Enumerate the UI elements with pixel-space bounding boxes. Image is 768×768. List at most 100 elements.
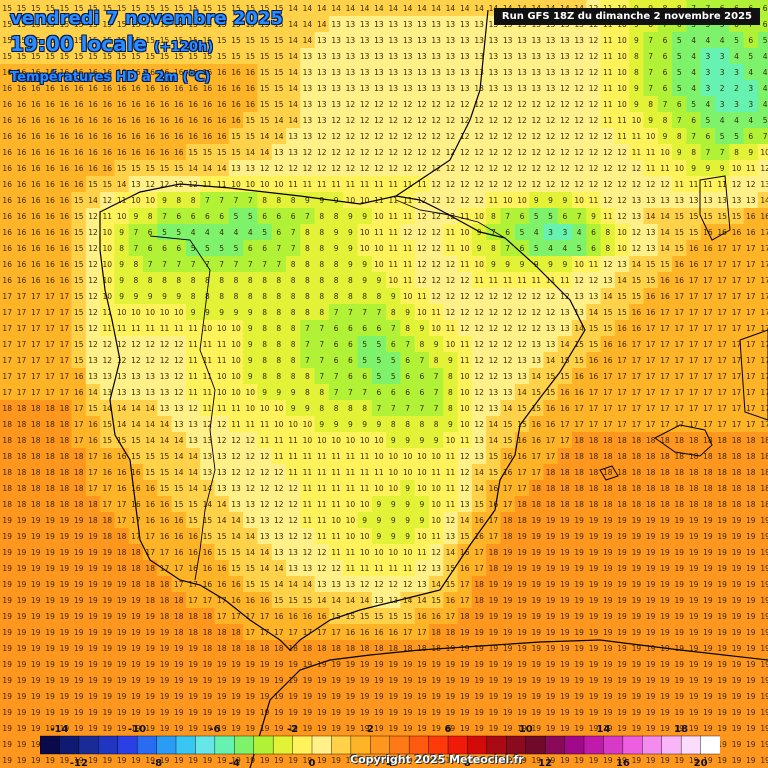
field-value: 13 bbox=[331, 36, 341, 45]
field-value: 8 bbox=[362, 404, 367, 413]
field-cell bbox=[514, 48, 530, 65]
field-value: 16 bbox=[31, 196, 41, 205]
field-cell bbox=[171, 32, 187, 49]
field-value: 8 bbox=[605, 244, 610, 253]
field-value: 18 bbox=[746, 468, 756, 477]
field-value: 16 bbox=[2, 180, 12, 189]
field-value: 6 bbox=[591, 228, 596, 237]
field-value: 19 bbox=[546, 532, 556, 541]
field-value: 19 bbox=[346, 692, 356, 701]
field-value: 15 bbox=[31, 36, 41, 45]
field-value: 13 bbox=[503, 68, 513, 77]
field-value: 15 bbox=[360, 612, 370, 621]
field-value: 17 bbox=[246, 628, 256, 637]
field-value: 6 bbox=[520, 244, 525, 253]
field-value: 19 bbox=[603, 612, 613, 621]
field-cell bbox=[600, 32, 616, 49]
field-value: 14 bbox=[231, 516, 241, 525]
field-value: 16 bbox=[145, 500, 155, 509]
field-value: 19 bbox=[417, 708, 427, 717]
field-value: 19 bbox=[703, 532, 713, 541]
field-value: 17 bbox=[646, 420, 656, 429]
field-value: 12 bbox=[546, 180, 556, 189]
field-value: 13 bbox=[303, 52, 313, 61]
field-value: 19 bbox=[74, 516, 84, 525]
field-value: 8 bbox=[291, 340, 296, 349]
field-value: 19 bbox=[703, 564, 713, 573]
field-value: 19 bbox=[546, 580, 556, 589]
field-value: 17 bbox=[74, 436, 84, 445]
field-value: 12 bbox=[646, 180, 656, 189]
field-value: 4 bbox=[720, 116, 725, 125]
field-value: 7 bbox=[305, 356, 310, 365]
field-value: 7 bbox=[434, 388, 439, 397]
field-value: 19 bbox=[617, 708, 627, 717]
field-cell bbox=[357, 32, 373, 49]
field-value: 16 bbox=[88, 116, 98, 125]
field-value: 7 bbox=[162, 260, 167, 269]
field-value: 17 bbox=[188, 580, 198, 589]
field-value: 14 bbox=[217, 516, 227, 525]
field-value: 8 bbox=[248, 292, 253, 301]
field-value: 18 bbox=[760, 484, 768, 493]
field-value: 19 bbox=[45, 516, 55, 525]
field-value: 8 bbox=[234, 292, 239, 301]
field-value: 19 bbox=[589, 596, 599, 605]
field-value: 13 bbox=[760, 180, 768, 189]
field-value: 19 bbox=[303, 660, 313, 669]
field-value: 15 bbox=[560, 356, 570, 365]
field-cell bbox=[114, 32, 130, 49]
field-value: 12 bbox=[88, 260, 98, 269]
field-value: 16 bbox=[117, 100, 127, 109]
field-value: 8 bbox=[319, 404, 324, 413]
field-value: 13 bbox=[446, 20, 456, 29]
field-value: 16 bbox=[746, 228, 756, 237]
field-value: 18 bbox=[45, 484, 55, 493]
field-value: 13 bbox=[131, 388, 141, 397]
field-value: 9 bbox=[134, 212, 139, 221]
field-value: 12 bbox=[231, 468, 241, 477]
field-value: 18 bbox=[31, 484, 41, 493]
field-value: 9 bbox=[348, 420, 353, 429]
field-value: 12 bbox=[574, 180, 584, 189]
field-value: 18 bbox=[60, 500, 70, 509]
field-value: 19 bbox=[517, 628, 527, 637]
field-value: 13 bbox=[145, 372, 155, 381]
field-value: 19 bbox=[417, 660, 427, 669]
field-value: 12 bbox=[246, 436, 256, 445]
field-value: 15 bbox=[446, 564, 456, 573]
field-value: 16 bbox=[574, 372, 584, 381]
field-value: 6 bbox=[563, 212, 568, 221]
field-value: 15 bbox=[689, 228, 699, 237]
field-value: 11 bbox=[717, 180, 727, 189]
field-value: 6 bbox=[334, 324, 339, 333]
field-value: 9 bbox=[362, 516, 367, 525]
field-cell bbox=[214, 32, 230, 49]
field-value: 15 bbox=[260, 116, 270, 125]
field-value: 15 bbox=[131, 20, 141, 29]
field-value: 15 bbox=[174, 20, 184, 29]
field-value: 19 bbox=[74, 708, 84, 717]
field-value: 19 bbox=[746, 660, 756, 669]
field-value: 15 bbox=[217, 532, 227, 541]
field-value: 13 bbox=[288, 132, 298, 141]
field-value: 8 bbox=[605, 228, 610, 237]
field-value: 7 bbox=[348, 388, 353, 397]
field-value: 17 bbox=[689, 276, 699, 285]
field-value: 14 bbox=[246, 532, 256, 541]
field-value: 19 bbox=[589, 564, 599, 573]
field-value: 13 bbox=[317, 68, 327, 77]
field-value: 10 bbox=[660, 148, 670, 157]
field-value: 2 bbox=[734, 84, 739, 93]
field-value: 18 bbox=[732, 468, 742, 477]
field-value: 18 bbox=[632, 436, 642, 445]
field-cell bbox=[85, 0, 101, 17]
field-value: 4 bbox=[534, 228, 539, 237]
field-value: 19 bbox=[503, 564, 513, 573]
field-value: 12 bbox=[374, 100, 384, 109]
field-value: 16 bbox=[74, 132, 84, 141]
field-value: 8 bbox=[334, 212, 339, 221]
field-value: 16 bbox=[60, 228, 70, 237]
field-value: 16 bbox=[174, 548, 184, 557]
field-value: 18 bbox=[717, 452, 727, 461]
